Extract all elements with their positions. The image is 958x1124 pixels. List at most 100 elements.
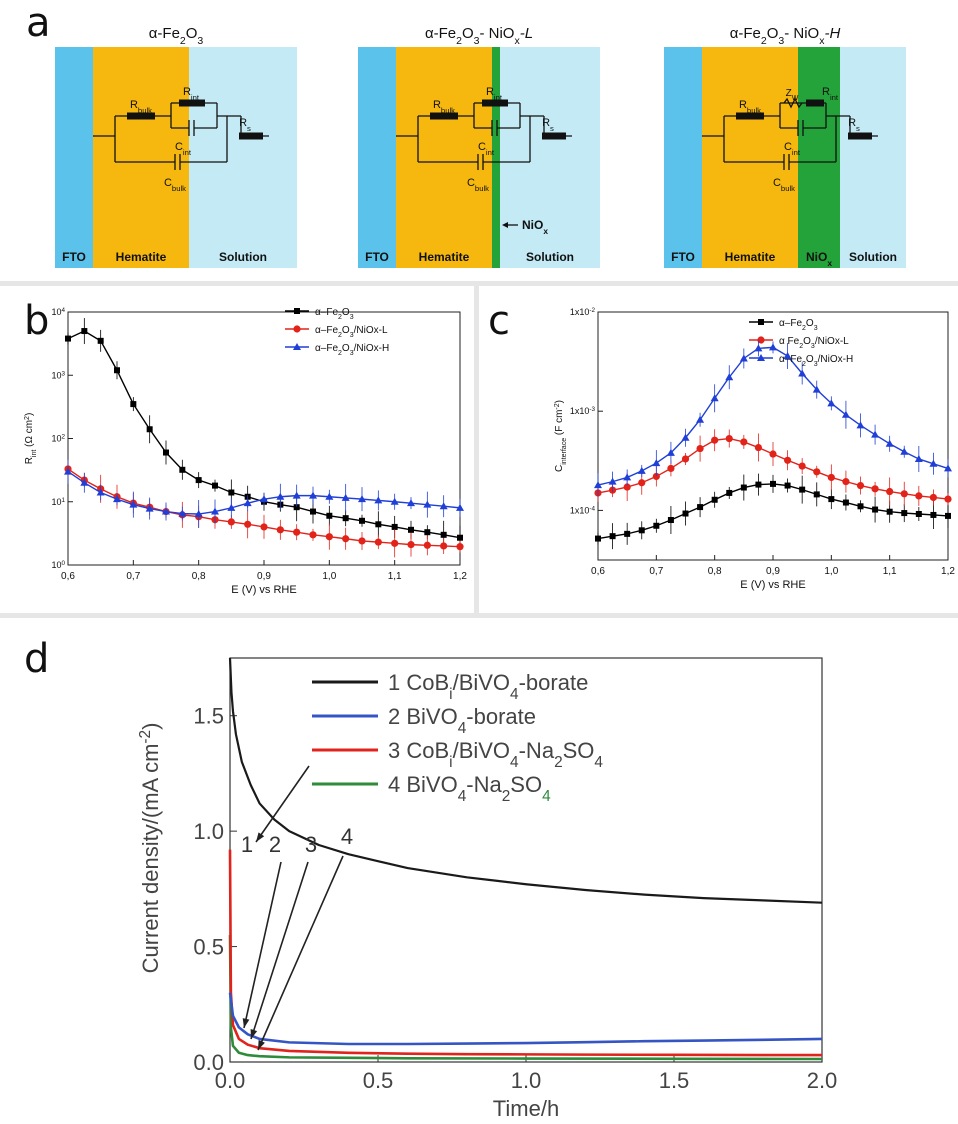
data-point-circle bbox=[638, 479, 646, 487]
zw-label-part: W bbox=[792, 95, 799, 102]
r-bulk-label: Rbulk bbox=[739, 99, 761, 115]
rs-label-part: R bbox=[848, 117, 856, 129]
data-point-circle bbox=[725, 434, 733, 443]
rs-label-part: R bbox=[239, 117, 247, 129]
x-tick-label-part: 0,8 bbox=[192, 571, 206, 582]
circuit-title-1-part: O bbox=[186, 25, 198, 42]
data-point-triangle bbox=[374, 496, 383, 504]
fto-label: FTO bbox=[671, 250, 695, 264]
circuit-title-2-part: α-Fe bbox=[425, 25, 456, 42]
x-tick-label-part: 1.0 bbox=[511, 1068, 542, 1093]
x-tick-label: 1.5 bbox=[659, 1068, 690, 1093]
legend-label-3: α–Fe2O3/NiOx-H bbox=[779, 354, 853, 368]
y-tick-label-part: 4 bbox=[61, 307, 65, 314]
y-tick-label: 1x10-4 bbox=[570, 505, 596, 516]
circuit-title-3-part: O bbox=[767, 25, 779, 42]
r-int-label-part: int bbox=[191, 93, 200, 102]
annotation-number-1-part: 1 bbox=[241, 832, 253, 857]
r-bulk-label-part: bulk bbox=[138, 106, 152, 115]
rs-label-part: R bbox=[542, 117, 550, 129]
data-point-square bbox=[915, 510, 922, 517]
solution-label-part: Solution bbox=[526, 250, 574, 264]
data-point-square bbox=[179, 466, 186, 473]
annotation-arrow-3 bbox=[250, 861, 309, 1040]
y-axis-label: Current density/(mA cm-2) bbox=[137, 723, 164, 974]
y-tick-label-part: 10 bbox=[51, 434, 61, 444]
x-tick-label: 0,6 bbox=[591, 566, 605, 577]
y-axis-label: Cinterface (F cm-2) bbox=[554, 400, 568, 472]
c-bulk-label-part: C bbox=[773, 177, 781, 189]
data-point-square bbox=[653, 522, 660, 529]
legend-label-2-part: α–Fe bbox=[315, 325, 338, 336]
legend-label-3-part: 2 bbox=[338, 350, 342, 357]
series-line-2 bbox=[228, 992, 823, 1046]
data-point-square bbox=[609, 533, 616, 540]
x-tick-label: 1,0 bbox=[824, 566, 838, 577]
c-int-label-part: C bbox=[784, 141, 792, 153]
rs-label-part: s bbox=[247, 124, 251, 133]
x-axis-label: E (V) vs RHE bbox=[740, 579, 805, 591]
data-point-square bbox=[65, 335, 71, 342]
data-point-square bbox=[440, 531, 447, 538]
r-bulk-label-part: R bbox=[130, 99, 138, 111]
panel-c-chart: 0,6 0,7 0,8 0,9 1,0 1,1 1,21x10-41x10-31x10-2E… bbox=[554, 307, 956, 592]
r-bulk-label-part: R bbox=[433, 99, 441, 111]
legend-label-3-part: /NiOx-H bbox=[818, 354, 854, 365]
hematite-label-part: Hematite bbox=[116, 250, 167, 264]
data-point-square bbox=[930, 511, 937, 518]
data-point-circle bbox=[929, 493, 938, 502]
y-axis-label-part: -2 bbox=[137, 730, 154, 744]
r-int-label: Rint bbox=[486, 86, 503, 102]
legend-label-1-part: 4 bbox=[510, 686, 519, 703]
data-point-triangle bbox=[211, 507, 219, 515]
data-point-circle bbox=[652, 472, 660, 481]
y-tick-label-part: 2 bbox=[61, 433, 65, 440]
data-point-triangle bbox=[637, 466, 646, 474]
fto-layer bbox=[664, 47, 702, 268]
rs-resistor bbox=[542, 132, 566, 140]
c-bulk-label: Cbulk bbox=[467, 177, 489, 193]
y-tick-label-part: 10 bbox=[51, 560, 61, 570]
zw-label-part: Z bbox=[786, 88, 792, 99]
y-tick-label-part: 1x10 bbox=[570, 406, 590, 416]
annotation-arrow-4 bbox=[257, 855, 344, 1051]
data-point-triangle bbox=[243, 499, 252, 507]
data-point-triangle bbox=[608, 477, 617, 485]
r-int-label-part: R bbox=[822, 86, 830, 98]
y-tick-label: 102 bbox=[51, 433, 65, 444]
x-tick-label-part: 0,9 bbox=[766, 566, 780, 577]
y-axis-label-part: (Ω cm bbox=[24, 420, 35, 450]
circuit-title-2-part: x bbox=[514, 35, 520, 47]
legend-label-4-part: 4 bbox=[542, 788, 551, 805]
circuit-title-2-part: - NiO bbox=[479, 25, 514, 42]
y-axis-label-part: int bbox=[31, 450, 38, 457]
legend-label-4: 4 BiVO4-Na2SO4 bbox=[388, 772, 551, 805]
legend-label-1-part: O bbox=[342, 307, 350, 318]
legend-label-3-part: 2 bbox=[802, 361, 806, 368]
x-tick-label: 0,8 bbox=[192, 571, 206, 582]
x-tick-label-part: 1,2 bbox=[941, 566, 955, 577]
annotation-arrowhead-2 bbox=[242, 1018, 250, 1028]
x-tick-label: 1,2 bbox=[941, 566, 955, 577]
x-tick-label-part: 1,1 bbox=[883, 566, 897, 577]
data-point-circle bbox=[440, 542, 448, 550]
x-tick-label-part: 0.0 bbox=[215, 1068, 246, 1093]
legend-marker bbox=[293, 343, 301, 350]
hematite-layer bbox=[93, 47, 189, 268]
data-point-circle bbox=[423, 541, 431, 549]
y-tick-label: 103 bbox=[51, 370, 65, 381]
y-axis-label: Rint (Ω cm2) bbox=[24, 413, 38, 465]
y-tick-label-part: 1x10 bbox=[570, 505, 590, 515]
legend-label-2-part: /NiOx-L bbox=[354, 325, 388, 336]
legend-label-3-part: O bbox=[806, 354, 814, 365]
legend-label-2-part: O bbox=[342, 325, 350, 336]
data-point-circle bbox=[358, 537, 366, 545]
x-tick-label-part: 0,7 bbox=[126, 571, 140, 582]
x-axis-label: Time/h bbox=[493, 1096, 559, 1121]
data-point-triangle bbox=[929, 459, 938, 467]
series-line-4 bbox=[228, 935, 823, 1061]
data-point-triangle bbox=[798, 369, 807, 377]
circuit-title-3-part: 2 bbox=[761, 35, 767, 47]
